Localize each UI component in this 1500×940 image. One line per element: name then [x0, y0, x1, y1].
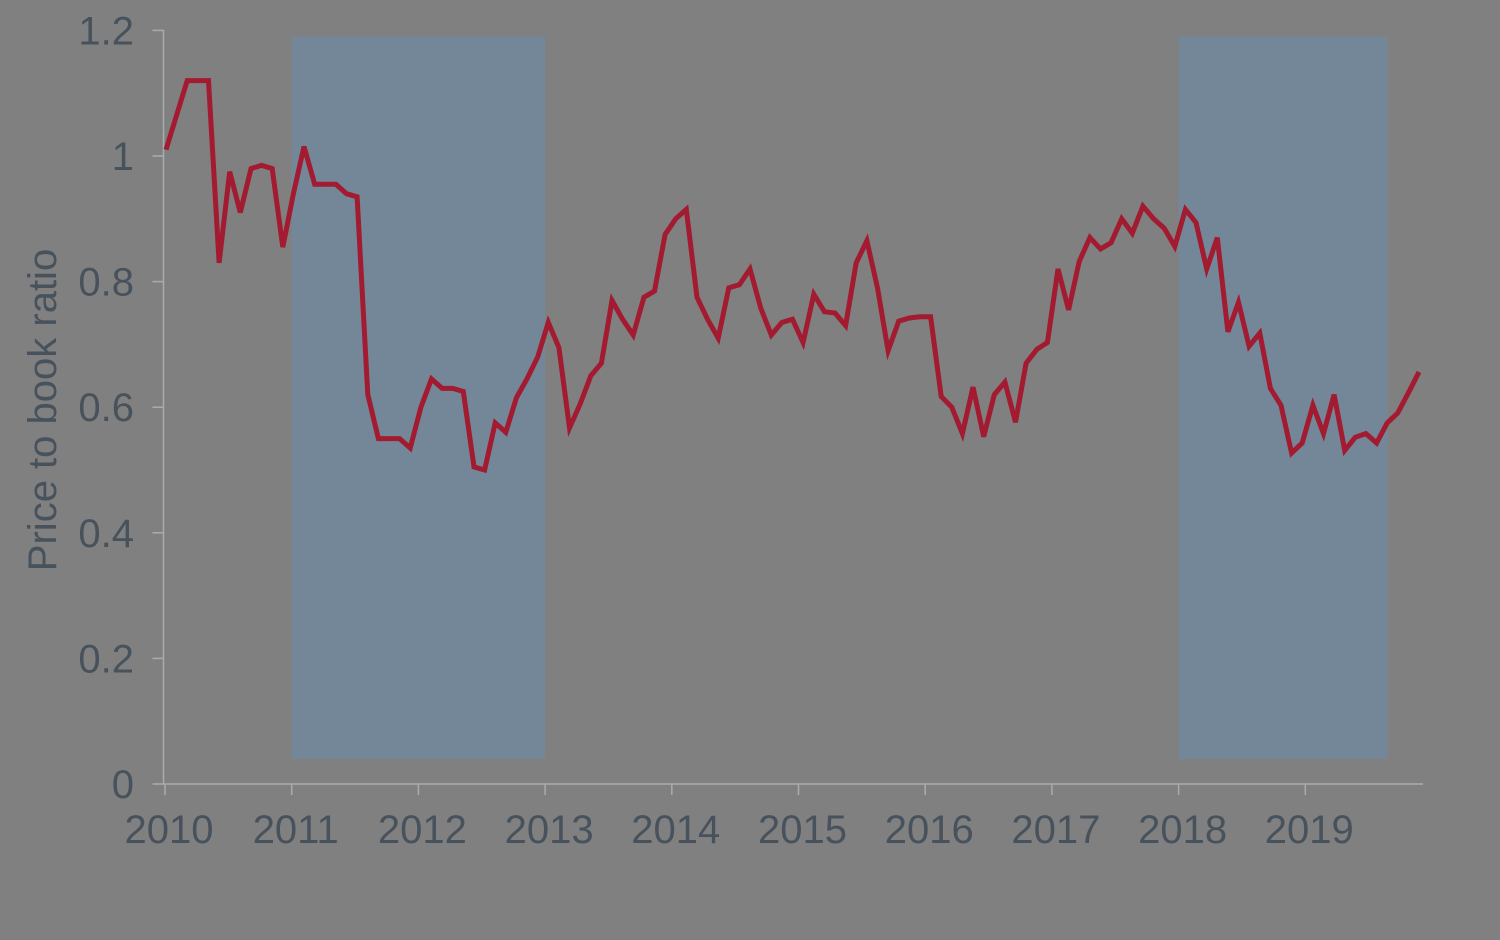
y-tick-label: 0: [112, 763, 134, 807]
x-tick-label: 2019: [1265, 808, 1354, 852]
y-tick-label: 1.2: [78, 9, 134, 53]
y-tick-label: 1: [112, 135, 134, 179]
y-tick-label: 0.8: [78, 261, 134, 305]
x-tick-label: 2012: [378, 808, 467, 852]
price-to-book-line: [163, 78, 1422, 474]
axes-and-ticks: [152, 29, 1423, 795]
shaded-region-2: [1178, 36, 1388, 759]
x-tick-label: 2017: [1011, 808, 1100, 852]
x-tick-label: 2015: [758, 808, 847, 852]
shaded-region-1: [291, 36, 546, 759]
x-tick-label: 2016: [885, 808, 974, 852]
x-tick-label: 2014: [631, 808, 720, 852]
y-tick-label: 0.2: [78, 637, 134, 681]
y-axis-title: Price to book ratio: [21, 249, 65, 571]
x-tick-label: 2013: [505, 808, 594, 852]
x-tick-label: 2010: [125, 808, 214, 852]
y-tick-label: 0.6: [78, 386, 134, 430]
x-tick-label: 2018: [1138, 808, 1227, 852]
x-tick-label: 2011: [253, 808, 339, 852]
y-tick-label: 0.4: [78, 512, 134, 556]
